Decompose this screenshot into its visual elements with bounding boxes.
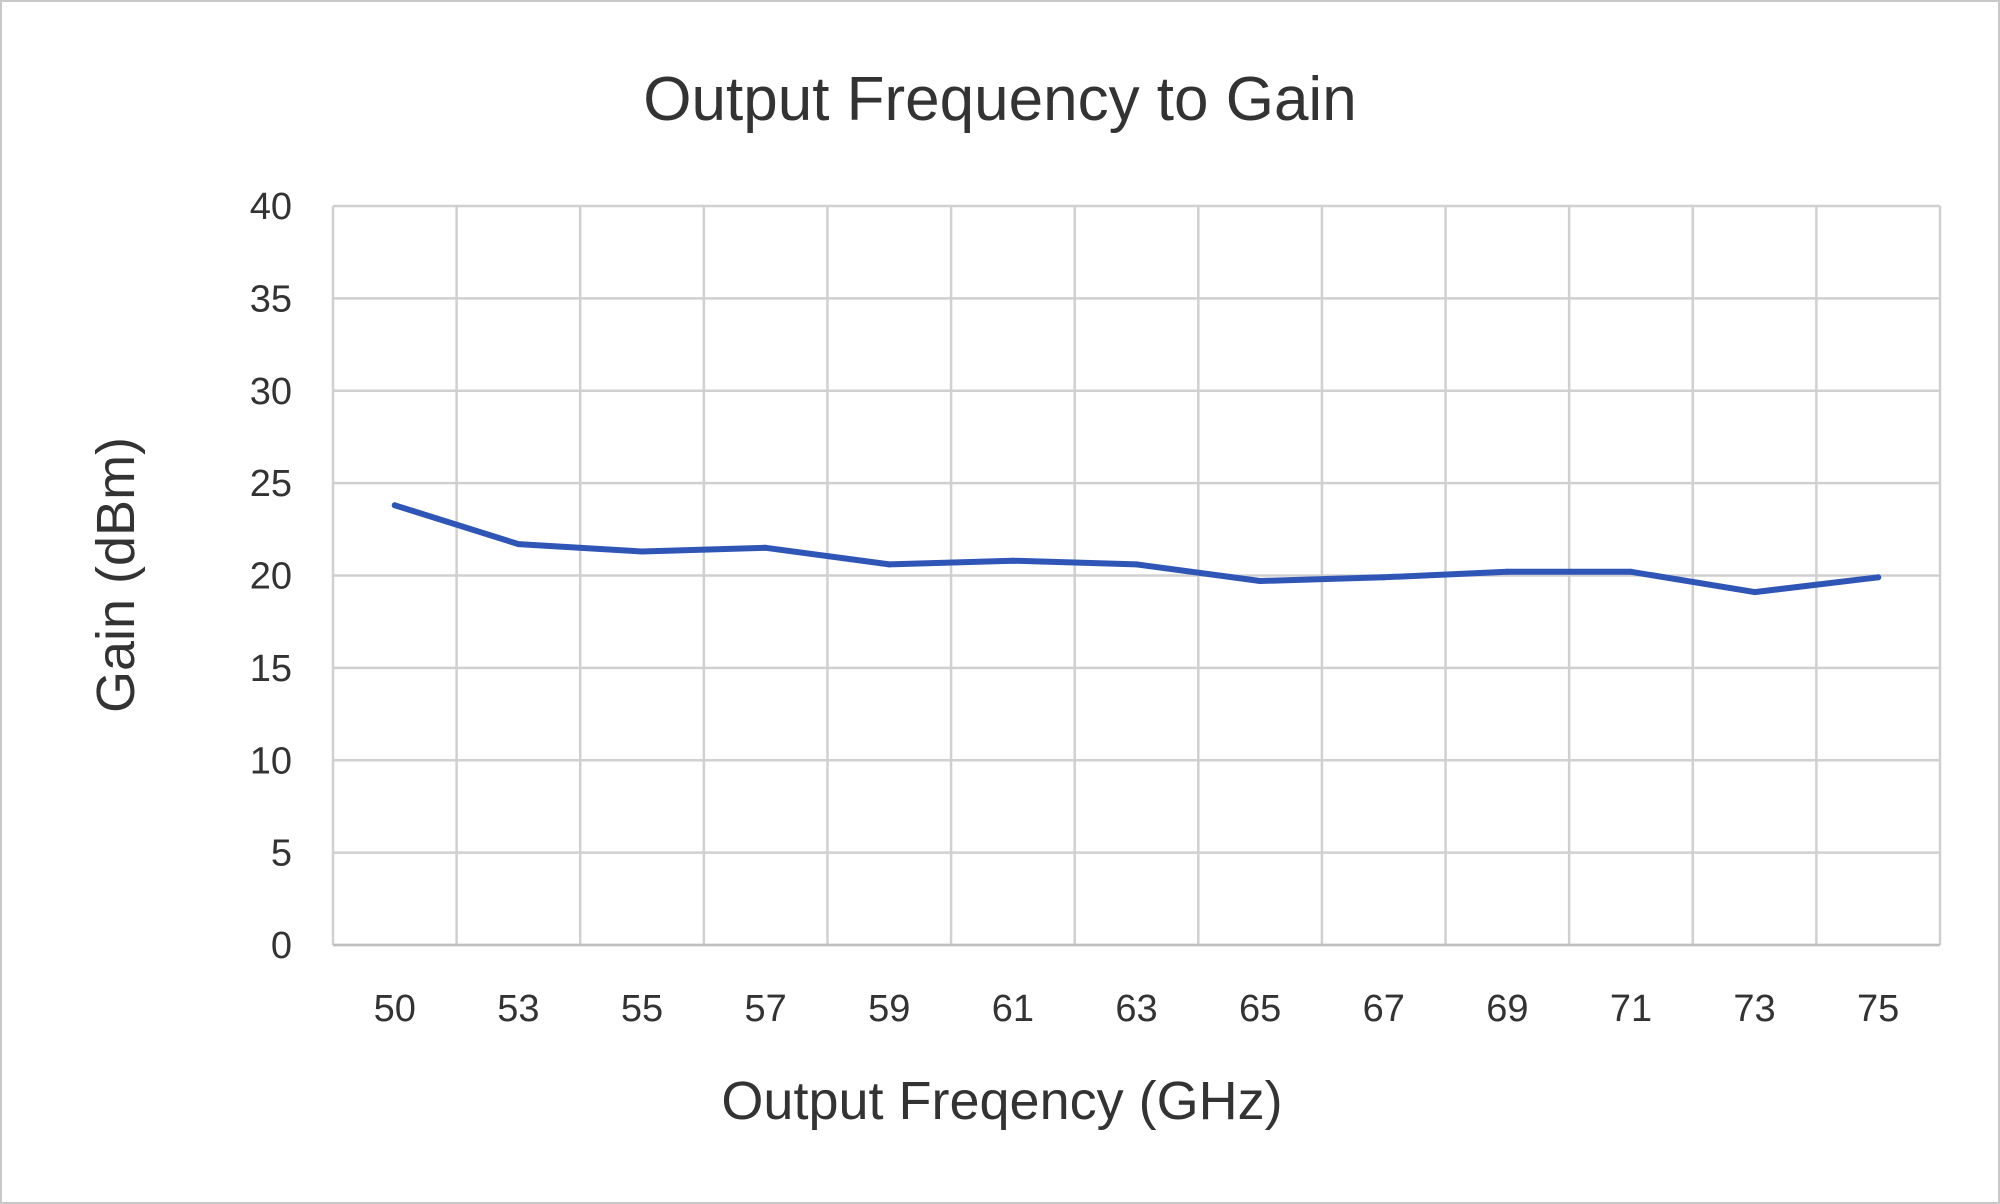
- series-line: [391, 502, 1882, 596]
- x-tick-label: 55: [621, 988, 663, 1030]
- x-tick-label: 65: [1239, 988, 1281, 1030]
- series-layer: [391, 502, 1882, 596]
- x-tick-label: 73: [1733, 988, 1775, 1030]
- data-point: [1257, 578, 1264, 585]
- chart-title: Output Frequency to Gain: [643, 65, 1356, 134]
- data-point: [1504, 568, 1511, 575]
- x-tick-label: 67: [1363, 988, 1405, 1030]
- y-tick-label: 35: [250, 278, 292, 320]
- y-tick-label: 15: [250, 648, 292, 690]
- x-tick-label: 63: [1115, 988, 1157, 1030]
- data-point: [1009, 557, 1016, 564]
- tick-labels: 0 5 10 15 20 25 30 35 40 50 53 55 57 59 61 63 65 67 69 71 73…: [250, 186, 1900, 1030]
- data-point: [1875, 574, 1882, 581]
- data-point: [886, 561, 893, 568]
- data-point: [1380, 574, 1387, 581]
- data-point: [1627, 568, 1634, 575]
- y-tick-label: 20: [250, 556, 292, 598]
- x-tick-label: 61: [992, 988, 1034, 1030]
- x-axis-title: Output Freqency (GHz): [721, 1071, 1282, 1131]
- y-tick-label: 30: [250, 371, 292, 413]
- x-tick-label: 71: [1610, 988, 1652, 1030]
- data-point: [1751, 589, 1758, 596]
- data-point: [391, 502, 398, 509]
- x-tick-label: 50: [374, 988, 416, 1030]
- data-point: [639, 548, 646, 555]
- x-tick-label: 69: [1486, 988, 1528, 1030]
- data-point: [762, 544, 769, 551]
- x-tick-label: 59: [868, 988, 910, 1030]
- data-point: [1133, 561, 1140, 568]
- y-tick-label: 10: [250, 740, 292, 782]
- y-tick-label: 5: [271, 833, 292, 875]
- x-tick-label: 57: [745, 988, 787, 1030]
- y-axis-title: Gain (dBm): [86, 437, 146, 713]
- x-tick-label: 75: [1857, 988, 1899, 1030]
- y-tick-label: 0: [271, 925, 292, 967]
- data-point: [515, 541, 522, 548]
- grid: [331, 204, 1942, 947]
- y-tick-label: 40: [250, 186, 292, 228]
- x-tick-label: 53: [497, 988, 539, 1030]
- y-tick-label: 25: [250, 463, 292, 505]
